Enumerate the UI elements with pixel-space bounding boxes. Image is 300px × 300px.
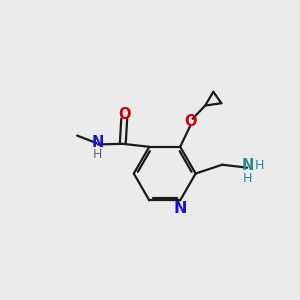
Text: H: H	[93, 148, 102, 161]
Text: O: O	[184, 114, 197, 129]
Text: H: H	[255, 159, 264, 172]
Text: O: O	[118, 107, 130, 122]
Text: N: N	[173, 201, 187, 216]
Text: N: N	[242, 158, 254, 173]
Text: H: H	[243, 172, 252, 185]
Text: N: N	[92, 136, 104, 151]
